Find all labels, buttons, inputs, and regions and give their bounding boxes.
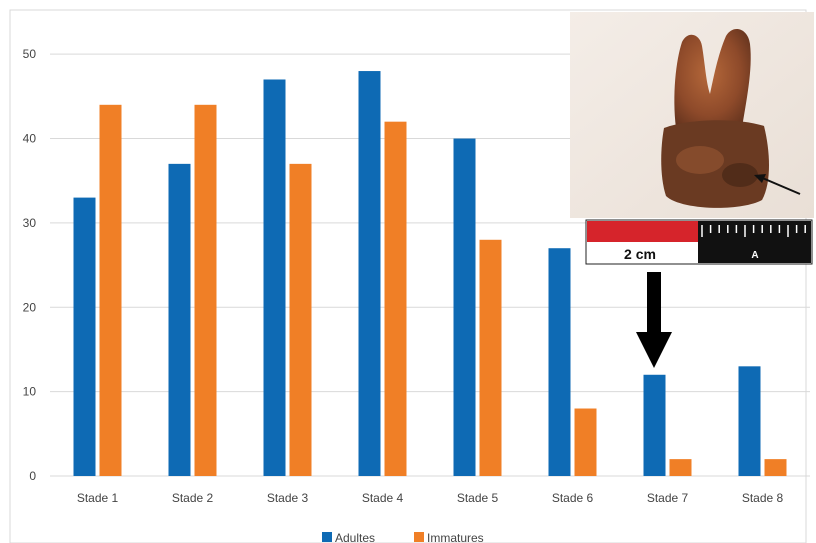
bar-immatures-5 [479,239,502,476]
legend-swatch-adultes [322,532,332,542]
scale-white-segment [587,242,698,263]
bar-adultes-3 [263,79,286,476]
bar-immatures-6 [574,408,597,476]
bar-adultes-4 [358,71,381,477]
x-tick-label: Stade 5 [457,491,499,505]
x-tick-label: Stade 6 [552,491,594,505]
tooth-photo-inset [570,12,814,218]
legend-swatch-immatures [414,532,424,542]
bar-adultes-8 [738,366,761,476]
legend-label-immatures: Immatures [427,531,484,543]
scale-label: 2 cm [624,246,656,262]
y-tick-label: 0 [29,469,36,483]
x-tick-label: Stade 3 [267,491,309,505]
y-tick-label: 40 [23,132,37,146]
x-tick-label: Stade 4 [362,491,404,505]
scale-bar: 2 cm A [585,219,813,265]
x-tick-label: Stade 8 [742,491,784,505]
bar-adultes-5 [453,138,476,476]
bar-immatures-2 [194,104,217,477]
scale-ruler-segment [698,221,811,263]
bar-adultes-6 [548,248,571,476]
y-axis: 0 10 20 30 40 50 [23,47,37,483]
ruler-ticks [701,225,806,237]
legend-label-adultes: Adultes [335,531,375,543]
photo-pointer-arrow [754,174,801,195]
bar-adultes-1 [73,197,96,476]
bar-immatures-4 [384,121,407,476]
bar-adultes-2 [168,163,191,476]
y-tick-label: 10 [23,385,37,399]
legend: Adultes Immatures [322,531,484,543]
bars [73,71,787,477]
y-tick-label: 20 [23,300,37,314]
tooth-roots [674,29,751,128]
x-tick-label: Stade 2 [172,491,214,505]
scale-letter: A [751,250,758,261]
bar-adultes-7 [643,374,666,476]
y-tick-label: 30 [23,216,37,230]
y-tick-label: 50 [23,47,37,61]
bar-immatures-3 [289,163,312,476]
x-tick-label: Stade 1 [77,491,119,505]
x-tick-label: Stade 7 [647,491,689,505]
tooth-crown-shadow [722,163,758,187]
scale-red-segment [587,221,698,242]
tooth-crown-highlight [676,146,724,174]
bar-immatures-8 [764,459,787,476]
bar-immatures-1 [99,104,122,477]
bar-immatures-7 [669,459,692,476]
annotation-arrow [636,272,672,368]
x-axis: Stade 1 Stade 2 Stade 3 Stade 4 Stade 5 Stade… [77,491,784,505]
